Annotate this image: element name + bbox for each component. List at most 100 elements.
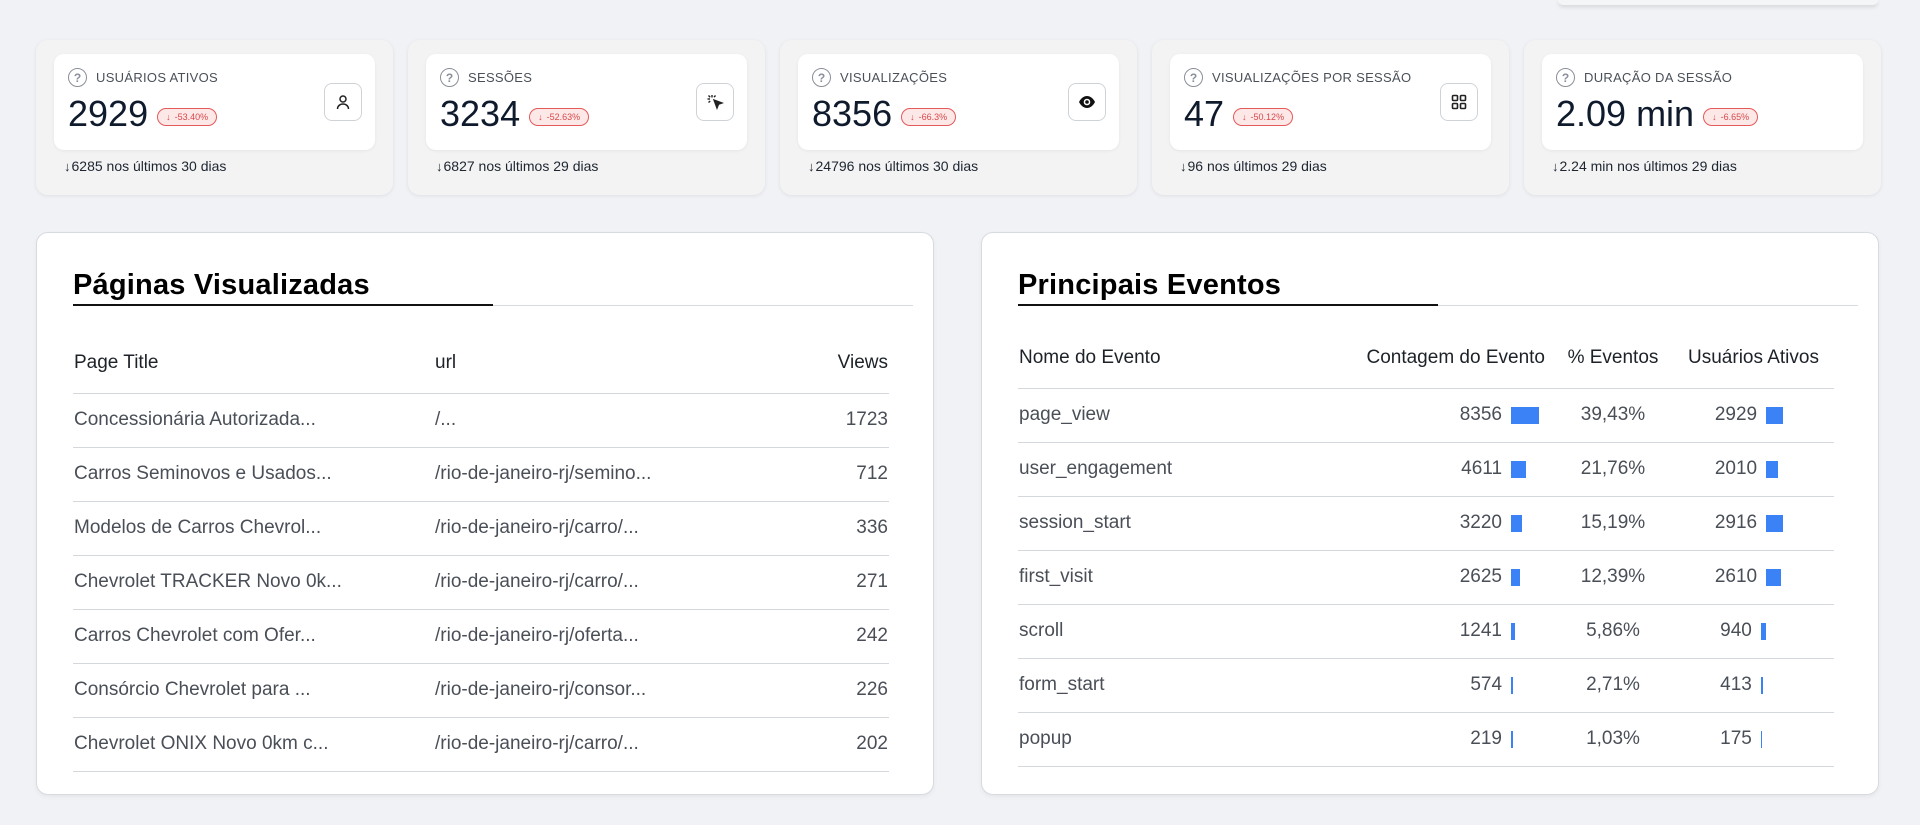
count-bar-cell: 3220 [1460,512,1552,534]
grid-icon-button[interactable] [1440,83,1478,121]
cell-page-title: Modelos de Carros Chevrol... [73,501,434,556]
cell-page-title: Concessionária Autorizada... [73,393,434,448]
panel-title: Páginas Visualizadas [73,269,370,301]
table-row[interactable]: first_visit 2625 12,39% 2610 [1018,550,1834,605]
column-header-views[interactable]: Views [734,333,889,394]
table-row[interactable]: Modelos de Carros Chevrol.../rio-de-jane… [73,501,889,556]
table-row[interactable]: popup 219 1,03% 175 [1018,712,1834,767]
eye-icon-button[interactable] [1068,83,1106,121]
table-row[interactable]: session_start 3220 15,19% 2916 [1018,496,1834,551]
cell-url: /rio-de-janeiro-rj/carro/... [434,717,734,772]
pages-table: Page Title url Views Concessionária Auto… [73,333,889,772]
delta-badge: ↓ -52.63% [529,108,590,126]
table-row[interactable]: Chevrolet TRACKER Novo 0k.../rio-de-jane… [73,555,889,610]
users-bar-cell: 940 [1720,620,1787,642]
column-header-url[interactable]: url [434,333,734,394]
kpi-head: ? DURAÇÃO DA SESSÃO [1556,68,1732,87]
users-bar-cell: 175 [1720,728,1787,750]
cell-page-title: Chevrolet ONIX Novo 0km c... [73,717,434,772]
user-icon-button[interactable] [324,83,362,121]
table-row[interactable]: scroll 1241 5,86% 940 [1018,604,1834,659]
count-value: 3220 [1459,512,1503,533]
users-bar [1760,676,1764,694]
column-header-usuarios-ativos[interactable]: Usuários Ativos [1673,328,1834,389]
arrow-down-icon: ↓ [436,158,443,174]
help-icon[interactable]: ? [1556,68,1575,87]
users-value: 2610 [1714,566,1758,587]
cell-page-title: Carros Chevrolet com Ofer... [73,609,434,664]
column-header-page-title[interactable]: Page Title [73,333,434,394]
cursor-click-icon-button[interactable] [696,83,734,121]
count-bar [1511,568,1520,586]
kpi-head: ? SESSÕES [440,68,532,87]
table-row[interactable]: Carros Chevrolet com Ofer.../rio-de-jane… [73,609,889,664]
count-bar [1511,730,1513,748]
cell-pct-events: 39,43% [1553,388,1673,443]
users-bar-cell: 2610 [1715,566,1792,588]
grid-icon [1451,94,1467,110]
count-bar-cell: 8356 [1460,404,1552,426]
kpi-row: ? USUÁRIOS ATIVOS 2929 ↓ -53.40% ↓ 6285 … [36,40,1881,195]
title-underline [1018,304,1438,306]
cell-event-name: session_start [1018,496,1353,551]
count-bar-cell: 4611 [1461,458,1552,480]
cell-pct-events: 15,19% [1553,496,1673,551]
cell-active-users: 2929 [1673,388,1834,443]
users-value: 413 [1720,674,1752,695]
help-icon[interactable]: ? [440,68,459,87]
column-header-nome-do-evento[interactable]: Nome do Evento [1018,328,1353,389]
users-bar [1766,460,1778,478]
cell-active-users: 2916 [1673,496,1834,551]
cell-views: 271 [734,555,889,610]
count-bar [1511,622,1516,640]
users-bar [1766,514,1784,532]
table-row[interactable]: form_start 574 2,71% 413 [1018,658,1834,713]
cell-views: 242 [734,609,889,664]
kpi-head: ? USUÁRIOS ATIVOS [68,68,218,87]
arrow-down-icon: ↓ [1242,112,1247,122]
cell-views: 1723 [734,393,889,448]
table-row[interactable]: page_view 8356 39,43% 2929 [1018,388,1834,443]
table-row[interactable]: Chevrolet ONIX Novo 0km c.../rio-de-jane… [73,717,889,772]
arrow-down-icon: ↓ [166,112,171,122]
top-edge-dropdown [1558,0,1878,5]
users-value: 2916 [1714,512,1758,533]
help-icon[interactable]: ? [1184,68,1203,87]
count-value: 2625 [1459,566,1503,587]
users-bar [1760,730,1763,748]
column-header-pct-eventos[interactable]: % Eventos [1553,328,1673,389]
cell-pct-events: 2,71% [1553,658,1673,713]
table-row[interactable]: Concessionária Autorizada.../... 1723 [73,393,889,448]
arrow-down-icon: ↓ [910,112,915,122]
table-row[interactable]: user_engagement 4611 21,76% 2010 [1018,442,1834,497]
table-row[interactable]: Consórcio Chevrolet para .../rio-de-jane… [73,663,889,718]
table-row[interactable]: Carros Seminovos e Usados.../rio-de-jane… [73,447,889,502]
cell-event-count: 3220 [1353,496,1553,551]
eye-icon [1079,96,1095,108]
help-icon[interactable]: ? [68,68,87,87]
kpi-card-visualizacoes: ? VISUALIZAÇÕES 8356 ↓ -66.3% ↓ 24796 [780,40,1137,195]
users-bar-cell: 413 [1720,674,1787,696]
kpi-value: 8356 [812,93,893,134]
kpi-footer-text: 96 nos últimos 29 dias [1187,158,1327,174]
arrow-down-icon: ↓ [1552,158,1559,174]
arrow-down-icon: ↓ [64,158,71,174]
column-header-contagem-do-evento[interactable]: Contagem do Evento [1353,328,1553,389]
cell-page-title: Consórcio Chevrolet para ... [73,663,434,718]
kpi-label: VISUALIZAÇÕES POR SESSÃO [1212,70,1412,85]
cell-event-count: 2625 [1353,550,1553,605]
count-bar-cell: 219 [1470,728,1552,750]
users-value: 2929 [1714,404,1758,425]
count-value: 1241 [1459,620,1503,641]
cell-url: /rio-de-janeiro-rj/carro/... [434,555,734,610]
kpi-footer: ↓ 6827 nos últimos 29 dias [436,158,598,174]
users-value: 175 [1720,728,1752,749]
events-table: Nome do Evento Contagem do Evento % Even… [1018,328,1834,767]
kpi-value-line: 3234 ↓ -52.63% [440,96,590,132]
title-underline [73,304,493,306]
cell-active-users: 2610 [1673,550,1834,605]
help-icon[interactable]: ? [812,68,831,87]
panel-title: Principais Eventos [1018,269,1282,301]
users-bar [1760,622,1767,640]
cell-views: 226 [734,663,889,718]
